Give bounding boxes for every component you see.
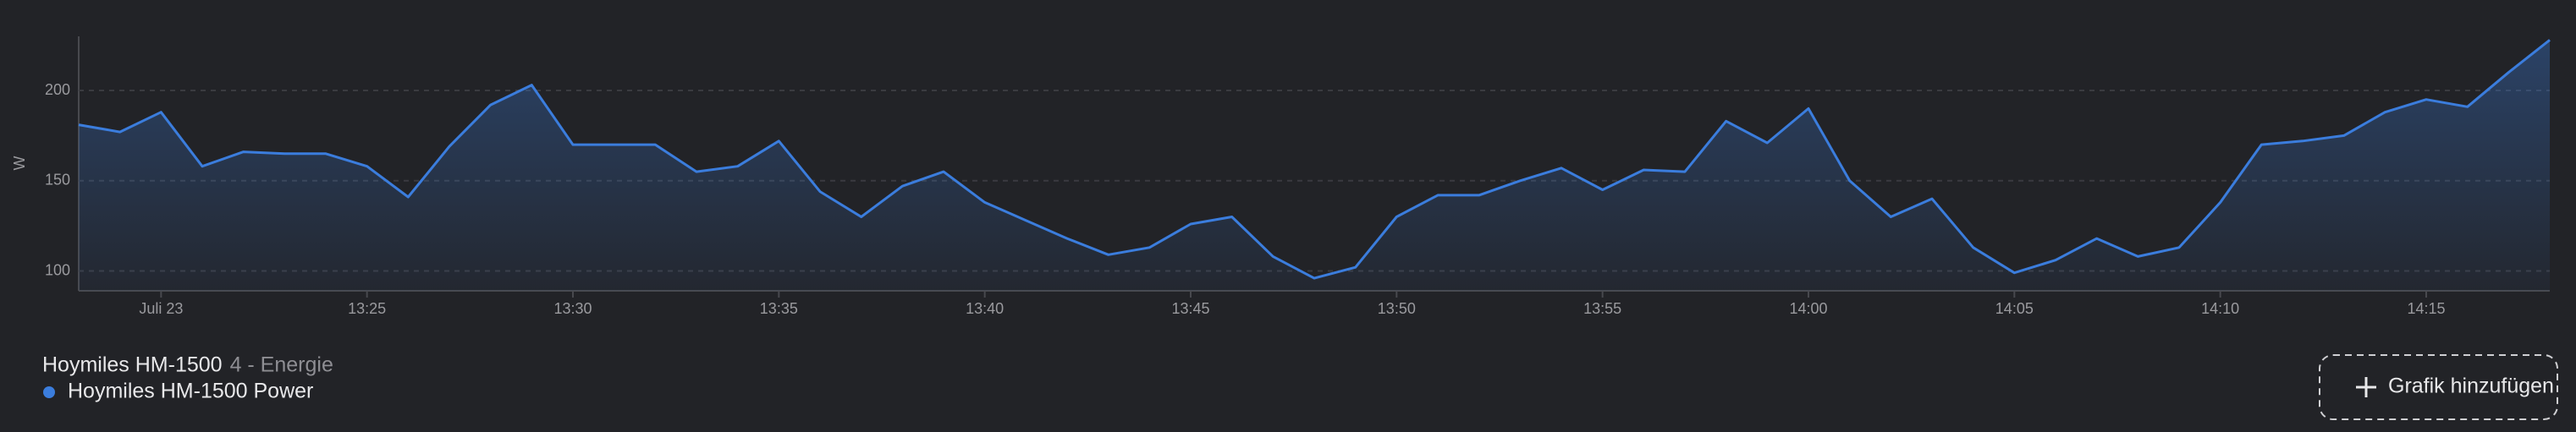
area	[79, 40, 2550, 292]
y-tick-label: 100	[45, 261, 70, 278]
x-tick-label: 13:45	[1171, 300, 1209, 317]
y-axis-label: W	[11, 156, 28, 171]
x-tick-label: 13:55	[1583, 300, 1621, 317]
x-tick-label: 13:35	[760, 300, 798, 317]
x-tick-label: 13:50	[1378, 300, 1416, 317]
series-line	[78, 39, 2551, 280]
x-tick-label: 13:40	[966, 300, 1004, 317]
x-tick-label: Juli 23	[139, 300, 183, 317]
add-chart-button[interactable]: Grafik hinzufügen	[2319, 354, 2558, 420]
legend-swatch	[43, 386, 55, 398]
legend-subtitle: 4 - Energie	[230, 353, 333, 377]
x-tick-label: 13:30	[553, 300, 592, 317]
x-tick-label: 14:10	[2201, 300, 2239, 317]
x-tick-label: 13:25	[348, 300, 386, 317]
x-tick-label: 14:05	[1995, 300, 2034, 317]
button-border[interactable]	[2319, 354, 2558, 420]
button-label[interactable]: Grafik hinzufügen	[2388, 375, 2554, 398]
y-tick-label: 200	[45, 81, 70, 98]
y-tick-label: 150	[45, 172, 70, 189]
x-tick-label: 14:15	[2407, 300, 2445, 317]
legend-title: Hoymiles HM-1500	[42, 353, 223, 377]
x-tick-label: 14:00	[1789, 300, 1827, 317]
legend-label: Hoymiles HM-1500 Power	[68, 380, 313, 403]
